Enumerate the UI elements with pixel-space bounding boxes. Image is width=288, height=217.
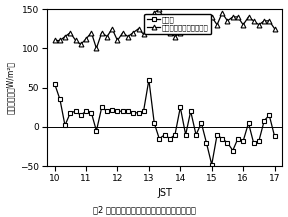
対照区（細霧冷房無し） xyxy=(226,20,229,22)
Legend: 処理区, 対照区（細霧冷房無し）: 処理区, 対照区（細霧冷房無し） xyxy=(145,14,211,34)
処理区 xyxy=(194,133,198,136)
対照区（細霧冷房無し） xyxy=(110,27,114,30)
Line: 処理区: 処理区 xyxy=(52,77,277,167)
対照区（細霧冷房無し） xyxy=(179,31,182,34)
対照区（細霧冷房無し） xyxy=(105,35,109,38)
処理区 xyxy=(137,112,140,114)
処理区 xyxy=(200,122,203,124)
対照区（細霧冷房無し） xyxy=(189,23,192,26)
対照区（細霧冷房無し） xyxy=(79,43,82,46)
対照区（細霧冷房無し） xyxy=(273,27,276,30)
対照区（細霧冷房無し） xyxy=(137,27,140,30)
処理区 xyxy=(241,140,245,142)
対照区（細霧冷房無し） xyxy=(95,47,98,50)
対照区（細霧冷房無し） xyxy=(168,31,172,34)
対照区（細霧冷房無し） xyxy=(121,31,124,34)
処理区 xyxy=(168,137,172,140)
処理区 xyxy=(210,163,213,166)
処理区 xyxy=(100,106,103,108)
Line: 対照区（細霧冷房無し）: 対照区（細霧冷房無し） xyxy=(52,7,277,51)
対照区（細霧冷房無し） xyxy=(53,39,56,42)
処理区 xyxy=(231,149,234,152)
対照区（細霧冷房無し） xyxy=(116,39,119,42)
Y-axis label: 貯熱変化量（W/m²）: 貯熱変化量（W/m²） xyxy=(5,61,15,114)
対照区（細霧冷房無し） xyxy=(74,39,77,42)
処理区 xyxy=(53,82,56,85)
対照区（細霧冷房無し） xyxy=(200,23,203,26)
処理区 xyxy=(257,140,261,142)
処理区 xyxy=(262,119,266,122)
処理区 xyxy=(220,137,224,140)
対照区（細霧冷房無し） xyxy=(236,16,240,18)
処理区 xyxy=(121,110,124,113)
処理区 xyxy=(142,110,145,113)
対照区（細霧冷房無し） xyxy=(153,12,156,14)
対照区（細霧冷房無し） xyxy=(84,38,88,40)
処理区 xyxy=(184,133,187,136)
対照区（細霧冷房無し） xyxy=(241,23,245,26)
処理区 xyxy=(205,141,208,144)
処理区 xyxy=(63,124,67,127)
処理区 xyxy=(116,110,119,113)
対照区（細霧冷房無し） xyxy=(194,20,198,22)
処理区 xyxy=(95,130,98,132)
対照区（細霧冷房無し） xyxy=(147,23,151,26)
処理区 xyxy=(90,112,93,114)
処理区 xyxy=(110,108,114,111)
対照区（細霧冷房無し） xyxy=(231,16,234,18)
対照区（細霧冷房無し） xyxy=(210,16,213,18)
対照区（細霧冷房無し） xyxy=(173,35,177,38)
対照区（細霧冷房無し） xyxy=(262,20,266,22)
対照区（細霧冷房無し） xyxy=(184,27,187,30)
処理区 xyxy=(163,133,166,136)
処理区 xyxy=(58,98,62,101)
X-axis label: JST: JST xyxy=(157,188,172,198)
処理区 xyxy=(84,110,88,113)
処理区 xyxy=(131,112,135,114)
対照区（細霧冷房無し） xyxy=(63,35,67,38)
処理区 xyxy=(189,110,192,113)
処理区 xyxy=(147,79,151,81)
Text: 図2 細霧冷房の有無による貯熱変化量の違い: 図2 細霧冷房の有無による貯熱変化量の違い xyxy=(92,206,196,215)
処理区 xyxy=(252,141,255,144)
処理区 xyxy=(126,110,130,113)
処理区 xyxy=(74,110,77,113)
対照区（細霧冷房無し） xyxy=(247,16,250,18)
対照区（細霧冷房無し） xyxy=(205,27,208,30)
処理区 xyxy=(153,122,156,124)
対照区（細霧冷房無し） xyxy=(90,31,93,34)
対照区（細霧冷房無し） xyxy=(131,31,135,34)
処理区 xyxy=(179,106,182,108)
対照区（細霧冷房無し） xyxy=(100,31,103,34)
対照区（細霧冷房無し） xyxy=(220,12,224,14)
対照区（細霧冷房無し） xyxy=(69,31,72,34)
処理区 xyxy=(215,133,219,136)
対照区（細霧冷房無し） xyxy=(268,20,271,22)
対照区（細霧冷房無し） xyxy=(257,23,261,26)
処理区 xyxy=(69,112,72,114)
対照区（細霧冷房無し） xyxy=(126,35,130,38)
処理区 xyxy=(273,135,276,138)
処理区 xyxy=(236,137,240,140)
処理区 xyxy=(226,141,229,144)
処理区 xyxy=(173,133,177,136)
対照区（細霧冷房無し） xyxy=(58,39,62,42)
対照区（細霧冷房無し） xyxy=(158,8,161,10)
対照区（細霧冷房無し） xyxy=(252,20,255,22)
処理区 xyxy=(158,137,161,140)
処理区 xyxy=(247,122,250,124)
処理区 xyxy=(79,114,82,117)
処理区 xyxy=(105,110,109,113)
処理区 xyxy=(268,114,271,117)
対照区（細霧冷房無し） xyxy=(215,23,219,26)
対照区（細霧冷房無し） xyxy=(163,20,166,22)
対照区（細霧冷房無し） xyxy=(142,33,145,36)
